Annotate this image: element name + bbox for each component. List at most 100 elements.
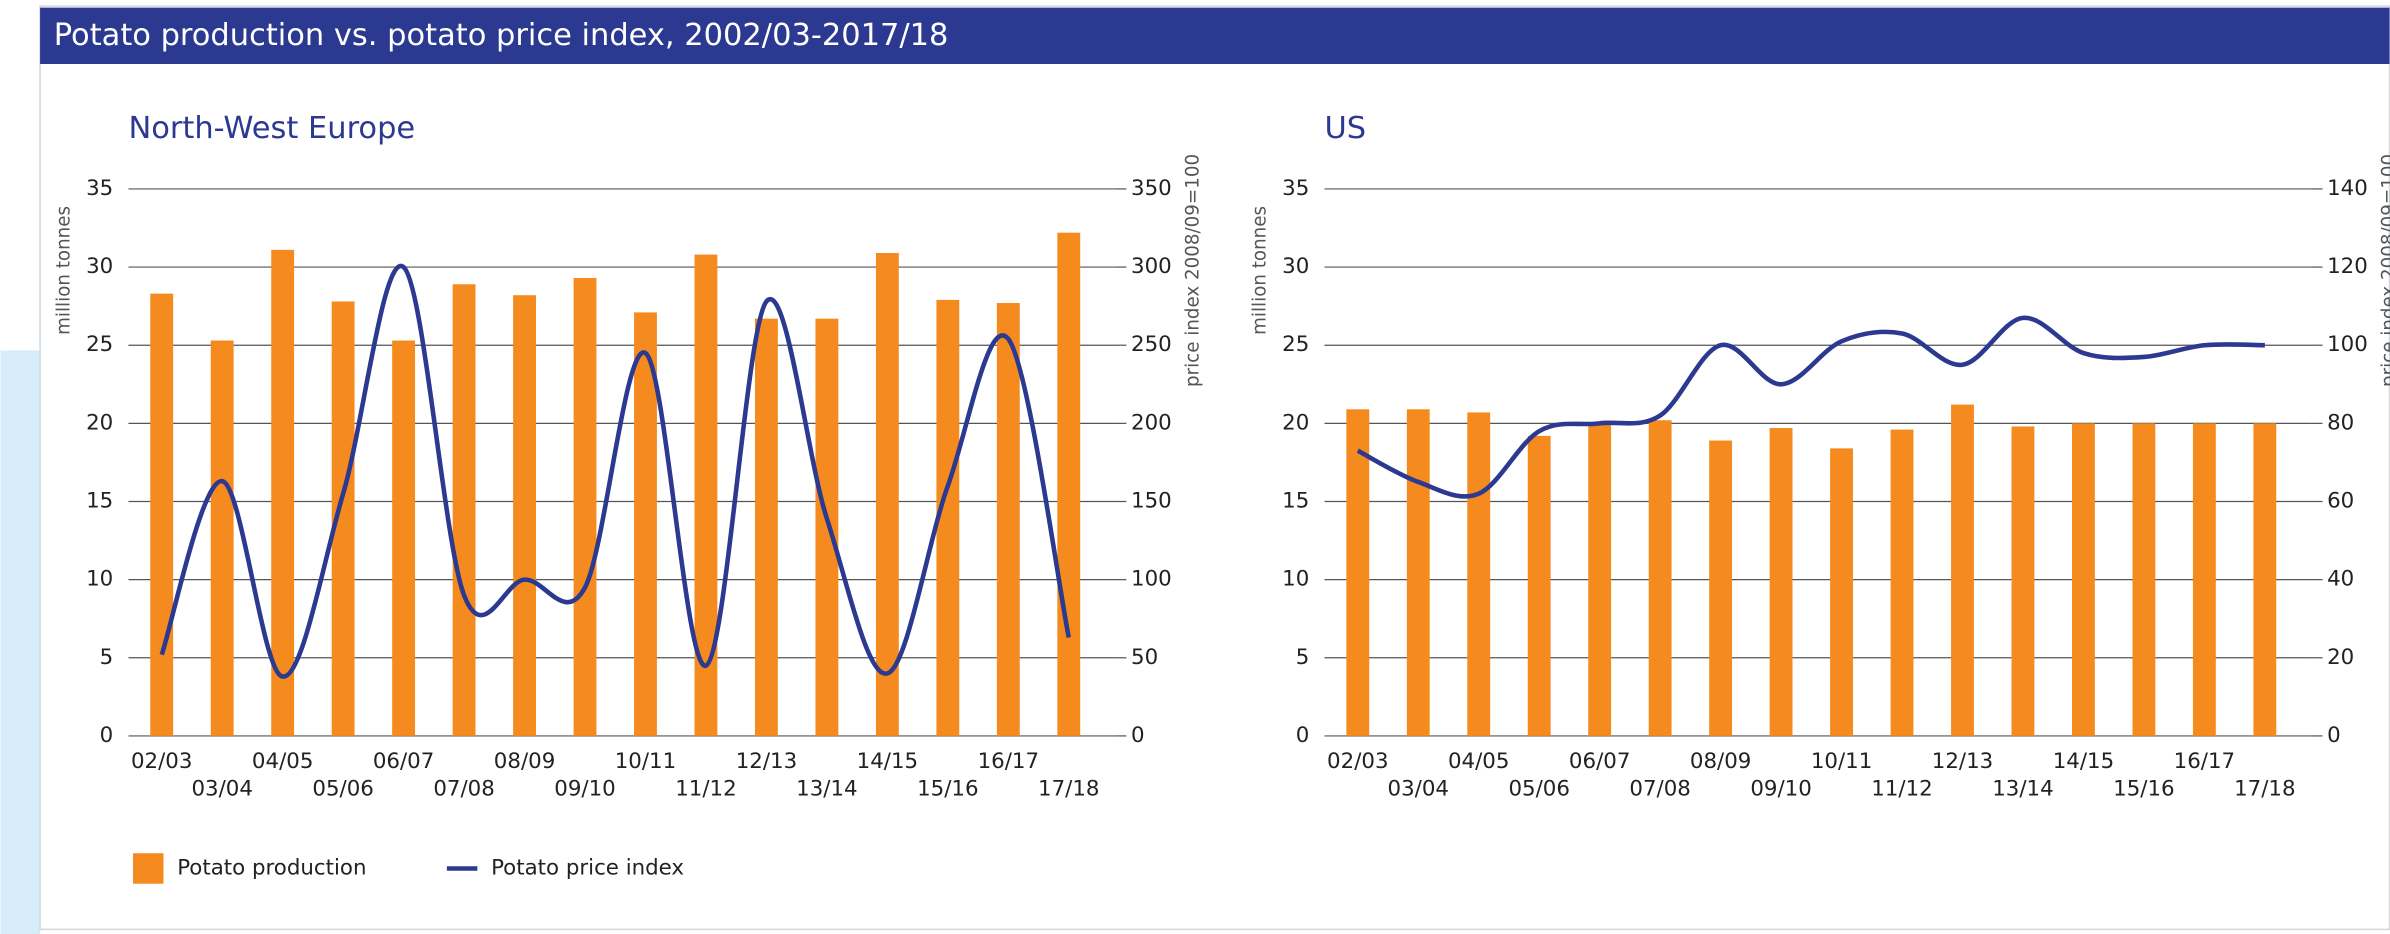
y-axis-label: million tonnes	[1250, 206, 1271, 335]
y-tick-label: 0	[100, 723, 114, 748]
x-tick-label: 17/18	[2234, 776, 2295, 801]
y-axis-label: million tonnes	[53, 206, 74, 335]
y-tick-label: 5	[1296, 645, 1310, 670]
y-tick-label: 5	[100, 645, 114, 670]
x-tick-label: 07/08	[1629, 776, 1690, 801]
x-tick-label: 09/10	[1750, 776, 1811, 801]
y2-axis-label: price index 2008/09=100	[1182, 154, 1203, 387]
x-tick-label: 10/11	[615, 749, 676, 774]
y2-tick-label: 100	[1131, 567, 1172, 592]
chart-title: North-West Europe	[128, 111, 415, 146]
bar	[1057, 232, 1081, 736]
side-strip	[0, 350, 41, 934]
x-tick-label: 16/17	[978, 749, 1039, 774]
bar	[2011, 426, 2035, 736]
bar	[1346, 409, 1370, 736]
legend-label: Potato price index	[491, 855, 684, 880]
y-tick-label: 35	[86, 176, 113, 201]
y2-tick-label: 0	[2327, 723, 2341, 748]
bar	[210, 340, 234, 736]
x-tick-label: 15/16	[2113, 776, 2174, 801]
bar	[936, 299, 960, 736]
bar	[573, 278, 597, 736]
header-title: Potato production vs. potato price index…	[54, 18, 949, 53]
x-tick-label: 15/16	[917, 776, 978, 801]
bar	[271, 249, 295, 736]
y2-tick-label: 350	[1131, 176, 1172, 201]
bar	[2072, 423, 2095, 736]
bar	[1830, 448, 1853, 736]
x-tick-label: 14/15	[2053, 749, 2114, 774]
bar	[694, 254, 718, 736]
y2-tick-label: 200	[1131, 410, 1172, 435]
bar	[1406, 409, 1430, 736]
legend-swatch	[133, 853, 164, 884]
bar	[1588, 423, 1612, 736]
x-tick-label: 09/10	[554, 776, 615, 801]
y-tick-label: 30	[1282, 254, 1309, 279]
bar	[1709, 440, 1733, 736]
y2-tick-label: 50	[1131, 645, 1158, 670]
x-tick-label: 06/07	[373, 749, 434, 774]
y2-axis-label: price index 2008/09=100	[2379, 154, 2390, 387]
x-tick-label: 06/07	[1569, 749, 1630, 774]
x-tick-label: 11/12	[675, 776, 736, 801]
bar	[1890, 429, 1914, 736]
bar	[2192, 423, 2216, 736]
x-tick-label: 04/05	[1448, 749, 1509, 774]
y-tick-label: 20	[86, 410, 113, 435]
y2-tick-label: 250	[1131, 332, 1172, 357]
x-tick-label: 05/06	[312, 776, 373, 801]
bar	[1467, 412, 1491, 736]
x-tick-label: 03/04	[191, 776, 252, 801]
y-tick-label: 35	[1282, 176, 1309, 201]
y-tick-label: 15	[1282, 488, 1309, 513]
x-tick-label: 10/11	[1811, 749, 1872, 774]
bar	[996, 303, 1020, 736]
bar	[875, 253, 899, 736]
y-tick-label: 25	[1282, 332, 1309, 357]
x-tick-label: 02/03	[1327, 749, 1388, 774]
x-tick-label: 13/14	[1992, 776, 2053, 801]
x-tick-label: 04/05	[252, 749, 313, 774]
y-tick-label: 0	[1296, 723, 1310, 748]
y2-tick-label: 80	[2327, 410, 2354, 435]
bar	[150, 293, 174, 736]
y-tick-label: 20	[1282, 410, 1309, 435]
bar	[634, 312, 657, 736]
bar	[331, 301, 355, 736]
bar	[754, 318, 778, 736]
y2-tick-label: 0	[1131, 723, 1145, 748]
y2-tick-label: 100	[2327, 332, 2368, 357]
x-tick-label: 08/09	[494, 749, 555, 774]
y-tick-label: 30	[86, 254, 113, 279]
x-tick-label: 05/06	[1508, 776, 1569, 801]
header-bar	[40, 7, 2390, 64]
x-tick-label: 12/13	[1932, 749, 1993, 774]
y-tick-label: 10	[86, 567, 113, 592]
y-tick-label: 15	[86, 488, 113, 513]
y-tick-label: 10	[1282, 567, 1309, 592]
y2-tick-label: 60	[2327, 488, 2354, 513]
price-line	[159, 263, 1072, 679]
y-tick-label: 25	[86, 332, 113, 357]
chart-title: US	[1325, 111, 1367, 146]
x-tick-label: 11/12	[1871, 776, 1932, 801]
x-tick-label: 07/08	[433, 776, 494, 801]
y2-tick-label: 120	[2327, 254, 2368, 279]
price-line	[1356, 315, 2265, 499]
x-tick-label: 16/17	[2174, 749, 2235, 774]
x-tick-label: 17/18	[1038, 776, 1099, 801]
y2-tick-label: 150	[1131, 488, 1172, 513]
bar	[2253, 423, 2277, 736]
x-tick-label: 13/14	[796, 776, 857, 801]
x-tick-label: 02/03	[131, 749, 192, 774]
bar	[452, 284, 476, 736]
y2-tick-label: 300	[1131, 254, 1172, 279]
bar	[815, 318, 839, 736]
y2-tick-label: 20	[2327, 645, 2354, 670]
x-tick-label: 14/15	[857, 749, 918, 774]
bar	[392, 340, 416, 736]
legend-label: Potato production	[177, 855, 366, 880]
